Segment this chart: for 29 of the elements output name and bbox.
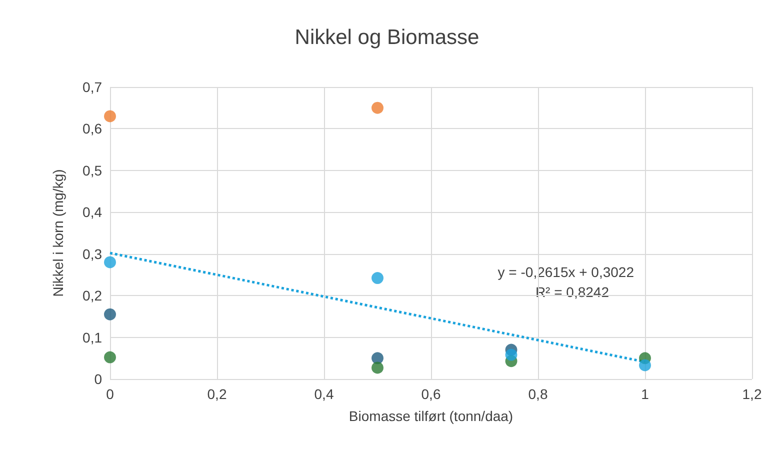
x-tick-label: 0,4 <box>314 386 334 402</box>
point <box>104 110 116 122</box>
point <box>104 256 116 268</box>
x-tick-label: 0,8 <box>528 386 548 402</box>
chart-title: Nikkel og Biomasse <box>294 26 480 49</box>
x-tick-label: 0 <box>106 386 114 402</box>
x-tick-label: 1 <box>641 386 650 402</box>
point <box>104 308 116 320</box>
x-tick-label: 0,6 <box>421 386 441 402</box>
annotation: y = -0,2615x + 0,3022 <box>498 264 634 280</box>
y-tick-label: 0 <box>94 371 102 387</box>
x-tick-label: 0,2 <box>207 386 227 402</box>
y-tick-label: 0,2 <box>82 288 102 304</box>
point <box>505 348 518 361</box>
y-tick-label: 0,6 <box>82 120 102 137</box>
point <box>372 102 384 114</box>
y-tick-label: 0,5 <box>82 162 102 178</box>
y-tick-label: 0,4 <box>82 204 102 220</box>
point <box>372 362 384 374</box>
point <box>372 272 384 284</box>
y-axis-title: Nikkel i korn (mg/kg) <box>50 169 66 297</box>
point <box>372 352 384 364</box>
x-tick-label: 1,2 <box>742 386 762 402</box>
point <box>104 351 116 364</box>
y-tick-label: 0,7 <box>82 79 102 95</box>
x-axis-title: Biomasse tilført (tonn/daa) <box>348 408 514 424</box>
y-tick-label: 0,1 <box>82 329 102 346</box>
y-tick-label: 0,3 <box>82 246 102 262</box>
point <box>639 359 651 372</box>
